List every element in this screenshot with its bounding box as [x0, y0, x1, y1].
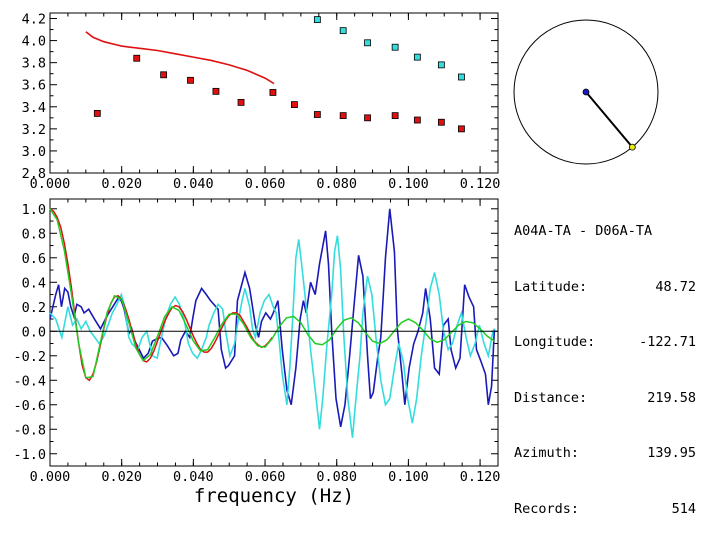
y-tick-label: 2.8: [22, 166, 46, 182]
azimuth-value: 139.95: [647, 445, 696, 461]
cyan-point: [391, 43, 399, 51]
y-tick-label: 4.0: [22, 34, 46, 50]
x-tick-label: 0.060: [245, 469, 286, 485]
cyan-point: [364, 39, 371, 47]
x-tick-label: 0.040: [173, 176, 214, 192]
x-tick-label: 0.060: [245, 176, 286, 192]
y-tick-label: 0.2: [22, 300, 46, 316]
red-point: [187, 76, 194, 84]
station-pair: A04A-TA - D06A-TA: [514, 222, 696, 241]
cyan-point: [458, 73, 465, 81]
red-point: [437, 118, 445, 126]
x-tick-label: 0.100: [388, 469, 429, 485]
azimuth-line: [585, 91, 634, 148]
info-row-latitude: Latitude: 48.72: [514, 278, 696, 297]
x-tick-label: 0.020: [101, 176, 142, 192]
x-tick-label: 0.040: [173, 469, 214, 485]
y-tick-label: -0.4: [13, 373, 46, 389]
y-tick-label: 4.2: [22, 12, 46, 28]
distance-label: Distance:: [514, 389, 588, 406]
plot-frame: [49, 12, 499, 174]
x-tick-label: 0.120: [460, 176, 501, 192]
y-tick-label: 1.0: [22, 202, 46, 218]
x-tick-label: 0.080: [316, 176, 357, 192]
center-station-marker: [582, 88, 590, 96]
red-point: [313, 111, 321, 118]
y-tick-label: -1.0: [13, 447, 46, 463]
red-point: [133, 54, 141, 62]
latitude-label: Latitude:: [514, 278, 588, 295]
y-tick-label: 0.6: [22, 251, 46, 267]
azimuth-label: Azimuth:: [514, 445, 580, 461]
red-point: [237, 98, 245, 106]
latitude-value: 48.72: [655, 278, 696, 295]
red-point: [413, 116, 421, 124]
y-tick-label: 3.4: [22, 100, 46, 116]
longitude-label: Longitude:: [514, 334, 596, 350]
azimuth-circle: [513, 19, 659, 165]
x-tick-label: 0.020: [101, 469, 142, 485]
station-info-panel: A04A-TA - D06A-TA Latitude: 48.72 Longit…: [514, 185, 696, 537]
y-tick-label: 3.8: [22, 56, 46, 72]
x-tick-label: 0.000: [30, 176, 71, 192]
distance-value: 219.58: [647, 389, 696, 406]
red-point: [391, 112, 399, 120]
y-tick-label: -0.8: [13, 422, 46, 438]
azimuth-ring: [513, 19, 659, 165]
red-point: [212, 87, 220, 95]
red-point: [364, 114, 371, 122]
y-tick-label: -0.6: [13, 398, 46, 414]
dispersion-chart: 0.000 0.020 0.040 0.060 0.080 0.100 0.120 2.8 3.…: [22, 12, 501, 192]
cyan-point: [313, 16, 321, 24]
y-tick-label: 0.0: [22, 324, 46, 340]
blue-curve: [49, 208, 496, 427]
y-tick-label: 3.2: [22, 122, 46, 138]
y-tick-label: 0.4: [22, 275, 46, 291]
info-row-distance: Distance: 219.58: [514, 389, 696, 408]
x-tick-label: 0.000: [30, 469, 71, 485]
records-label: Records:: [514, 500, 580, 517]
red-point: [291, 101, 298, 108]
cyan-point: [339, 27, 347, 35]
y-tick-label: 3.0: [22, 144, 46, 160]
green-curve: [49, 208, 495, 379]
cyan-curve: [49, 235, 496, 438]
red-point: [160, 71, 168, 79]
station-pair-text: A04A-TA - D06A-TA: [514, 223, 653, 239]
plot-frame: [49, 198, 499, 467]
cyan-point: [413, 53, 421, 61]
x-axis-label: frequency (Hz): [194, 485, 354, 507]
records-value: 514: [671, 500, 696, 517]
velocity-curve: [85, 31, 275, 85]
cyan-point: [437, 61, 445, 69]
red-point: [269, 89, 277, 96]
red-point: [458, 125, 465, 133]
figure: 0.000 0.020 0.040 0.060 0.080 0.100 0.120 2.8 3.…: [13, 12, 659, 507]
y-tick-label: -0.2: [13, 349, 46, 365]
y-tick-label: 3.6: [22, 78, 46, 94]
info-row-longitude: Longitude: -122.71: [514, 333, 696, 352]
coherency-chart: 0.000 0.020 0.040 0.060 0.080 0.100 0.120 -1.0 -…: [13, 198, 501, 507]
x-tick-label: 0.100: [388, 176, 429, 192]
remote-station-marker: [628, 143, 636, 151]
red-point: [339, 112, 347, 120]
red-point: [93, 110, 101, 117]
longitude-value: -122.71: [639, 334, 696, 350]
info-row-azimuth: Azimuth: 139.95: [514, 444, 696, 463]
x-tick-label: 0.120: [460, 469, 501, 485]
info-row-records: Records: 514: [514, 500, 696, 519]
y-tick-label: 0.8: [22, 226, 46, 242]
x-tick-label: 0.080: [316, 469, 357, 485]
